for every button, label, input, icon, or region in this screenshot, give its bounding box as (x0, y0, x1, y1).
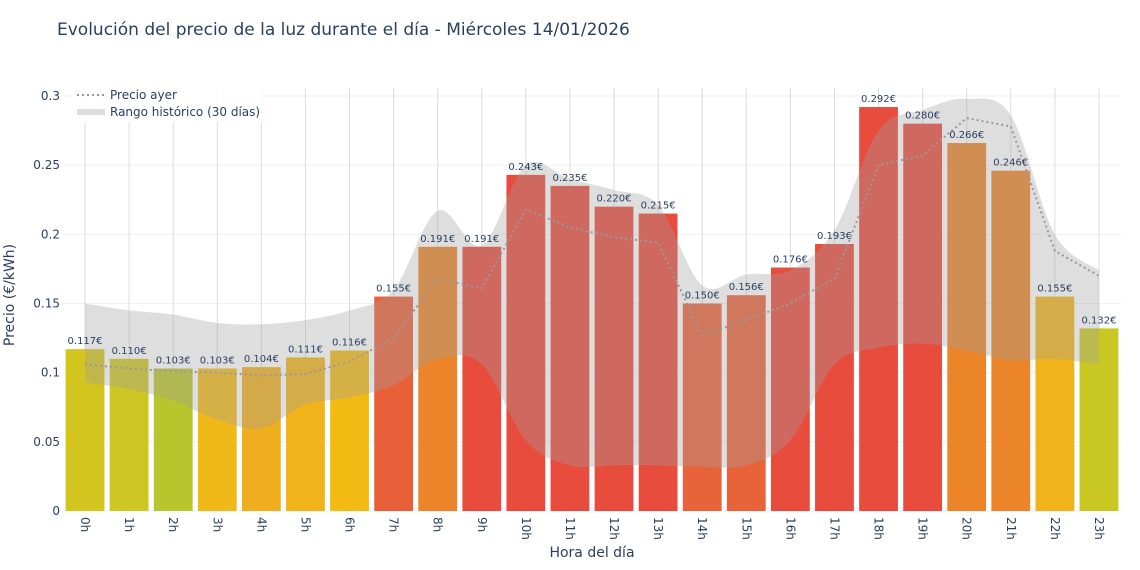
bar-data-label: 0.280€ (905, 111, 940, 122)
y-tick-label: 0.3 (41, 89, 60, 103)
legend-background (72, 88, 262, 122)
x-tick-label: 21h (1004, 517, 1018, 540)
y-tick-label: 0.2 (41, 227, 60, 241)
price-bar (815, 244, 854, 511)
chart-title: Evolución del precio de la luz durante e… (57, 20, 630, 40)
x-tick-label: 1h (122, 517, 136, 532)
price-bar (462, 246, 502, 512)
x-tick-label: 6h (343, 517, 357, 532)
x-tick-label: 18h (872, 517, 886, 540)
price-bar (153, 368, 193, 511)
bar-data-label: 0.117€ (68, 336, 103, 347)
x-tick-label: 20h (960, 517, 974, 540)
yesterday-price-line (84, 117, 1100, 377)
price-bar (241, 367, 281, 511)
x-tick-label: 19h (916, 517, 930, 540)
x-tick-label: 9h (475, 517, 489, 532)
legend-label-historical-range: Rango histórico (30 días) (110, 105, 260, 119)
bar-data-label: 0.193€ (817, 231, 852, 242)
bar-data-label: 0.116€ (332, 338, 367, 349)
x-tick-label: 15h (739, 517, 753, 540)
x-tick-label: 23h (1092, 517, 1106, 540)
x-tick-label: 8h (431, 517, 445, 532)
bar-data-label: 0.104€ (244, 354, 279, 365)
bar-data-label: 0.103€ (200, 356, 235, 367)
x-tick-label: 16h (783, 517, 797, 540)
bar-data-label: 0.176€ (773, 255, 808, 266)
price-bar (197, 368, 237, 511)
price-bar (1079, 328, 1119, 511)
bar-data-label: 0.292€ (861, 94, 896, 105)
price-bar (947, 143, 987, 512)
price-bar (109, 358, 149, 511)
x-tick-label: 13h (651, 517, 665, 540)
x-tick-label: 4h (254, 517, 268, 532)
x-tick-label: 22h (1048, 517, 1062, 540)
price-bar (550, 185, 590, 511)
bar-data-label: 0.132€ (1081, 315, 1116, 326)
bar-data-label: 0.155€ (1037, 284, 1072, 295)
price-bar (418, 246, 458, 512)
price-bar (859, 107, 898, 512)
y-axis-title: Precio (€/kWh) (2, 244, 18, 346)
x-tick-label: 7h (387, 517, 401, 532)
x-tick-label: 14h (695, 517, 709, 540)
x-tick-label: 10h (519, 517, 533, 540)
x-tick-label: 3h (210, 517, 224, 532)
x-tick-label: 17h (827, 517, 841, 540)
price-bar (1035, 296, 1075, 511)
x-tick-label: 2h (166, 517, 180, 532)
bar-data-label: 0.110€ (112, 346, 147, 357)
bar-data-label: 0.235€ (552, 173, 587, 184)
legend-band-icon (77, 109, 105, 115)
y-tick-label: 0.25 (33, 158, 60, 172)
y-tick-label: 0 (52, 504, 60, 518)
price-bar (682, 303, 722, 511)
bar-data-label: 0.220€ (597, 194, 632, 205)
bar-data-label: 0.155€ (376, 284, 411, 295)
y-tick-label: 0.1 (41, 366, 60, 380)
historical-range-band (85, 98, 1099, 468)
bar-data-label: 0.266€ (949, 130, 984, 141)
legend-label-yesterday: Precio ayer (110, 88, 177, 102)
x-tick-label: 0h (78, 517, 92, 532)
price-bar (594, 206, 634, 511)
price-bar (286, 357, 325, 511)
bar-data-label: 0.191€ (420, 234, 455, 245)
x-tick-label: 12h (607, 517, 621, 540)
x-tick-label: 11h (563, 517, 577, 540)
price-bar (330, 350, 369, 511)
price-bar (65, 349, 105, 511)
y-tick-label: 0.05 (33, 435, 60, 449)
price-bar (903, 123, 943, 512)
bar-data-label: 0.156€ (729, 282, 764, 293)
y-tick-label: 0.15 (33, 297, 60, 311)
x-tick-label: 5h (298, 517, 312, 532)
bar-data-label: 0.150€ (685, 291, 720, 302)
bar-data-label: 0.191€ (464, 234, 499, 245)
bar-data-label: 0.215€ (641, 201, 676, 212)
x-axis-title: Hora del día (549, 545, 634, 561)
price-bar (726, 295, 766, 511)
price-bar (991, 170, 1031, 511)
bar-data-label: 0.243€ (508, 162, 543, 173)
bar-data-label: 0.246€ (993, 158, 1028, 169)
price-bar (638, 213, 678, 512)
bar-data-label: 0.111€ (288, 344, 323, 355)
bar-data-label: 0.103€ (156, 356, 191, 367)
price-bar (374, 296, 414, 511)
